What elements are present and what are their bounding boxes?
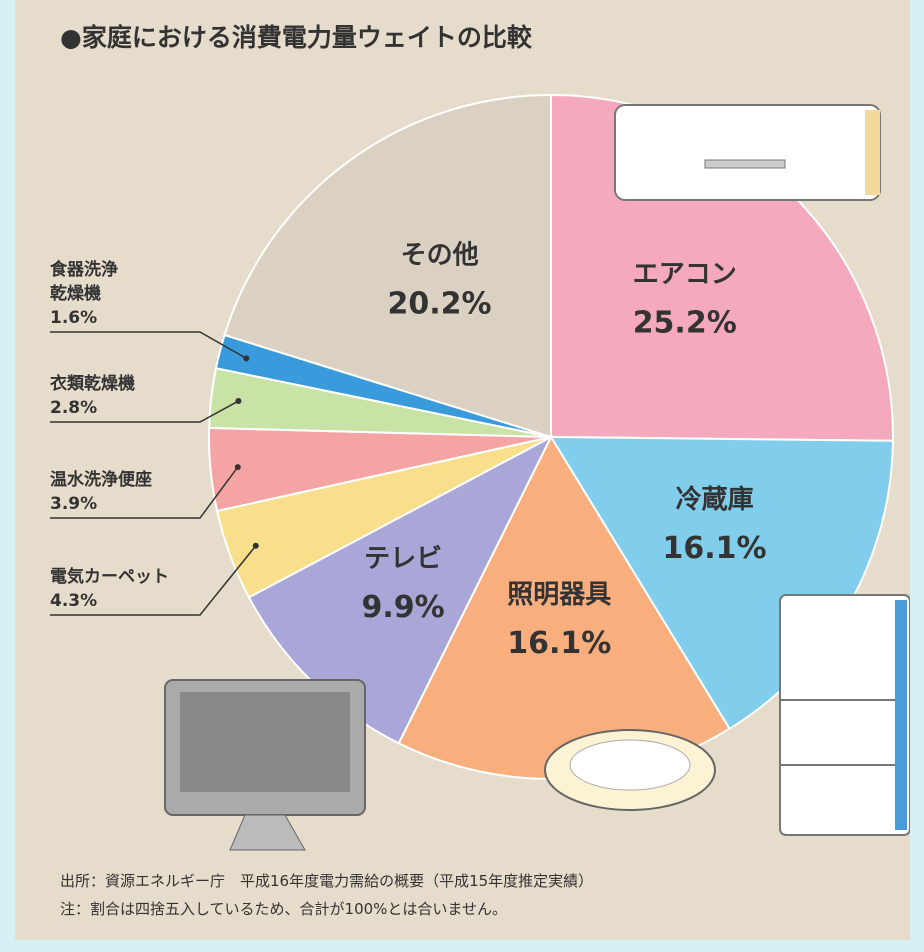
leader-line <box>50 400 239 423</box>
value-label: 25.2% <box>633 306 737 341</box>
leader-dot <box>235 398 242 405</box>
value-label: 16.1% <box>663 531 767 566</box>
leader-dot <box>234 464 241 471</box>
slice-label: 電気カーペット <box>50 567 169 587</box>
value-label: 3.9% <box>50 494 98 514</box>
slice-label: その他 <box>401 240 479 270</box>
slice-label: 温水洗浄便座 <box>50 470 152 490</box>
note: 出所：資源エネルギー庁 平成16年度電力需給の概要（平成15年度推定実績） <box>60 872 594 890</box>
value-label: 20.2% <box>388 286 492 321</box>
value-label: 4.3% <box>50 591 98 611</box>
slice-label: 照明器具 <box>507 580 611 610</box>
pie-slice <box>223 93 552 439</box>
chart-title: ●家庭における消費電力量ウェイトの比較 <box>60 23 532 52</box>
panel: エアコン 25.2% 冷蔵庫 16.1% 照明器具 16.1% テレビ 9.9% その他 20.2… <box>15 0 910 940</box>
chart: エアコン 25.2% 冷蔵庫 16.1% 照明器具 16.1% テレビ 9.9% その他 20.2… <box>50 93 910 851</box>
slice-label: 食器洗浄 乾燥機 <box>50 260 118 304</box>
leader-dot <box>243 355 250 362</box>
value-label: 2.8% <box>50 398 98 418</box>
slice-label: 冷蔵庫 <box>676 484 754 515</box>
note: 注：割合は四捨五入しているため、合計が100%とは合いません。 <box>60 900 507 918</box>
slice-label: エアコン <box>633 260 737 290</box>
value-label: 1.6% <box>50 308 98 328</box>
value-label: 9.9% <box>361 590 444 625</box>
leader-line <box>50 466 239 519</box>
leader-dot <box>252 542 259 549</box>
slice-label: 衣類乾燥機 <box>50 374 135 394</box>
leader-line <box>50 545 257 616</box>
slice-label: テレビ <box>364 544 442 574</box>
leader-line <box>50 331 247 360</box>
icons <box>164 104 910 851</box>
value-label: 16.1% <box>507 626 611 661</box>
